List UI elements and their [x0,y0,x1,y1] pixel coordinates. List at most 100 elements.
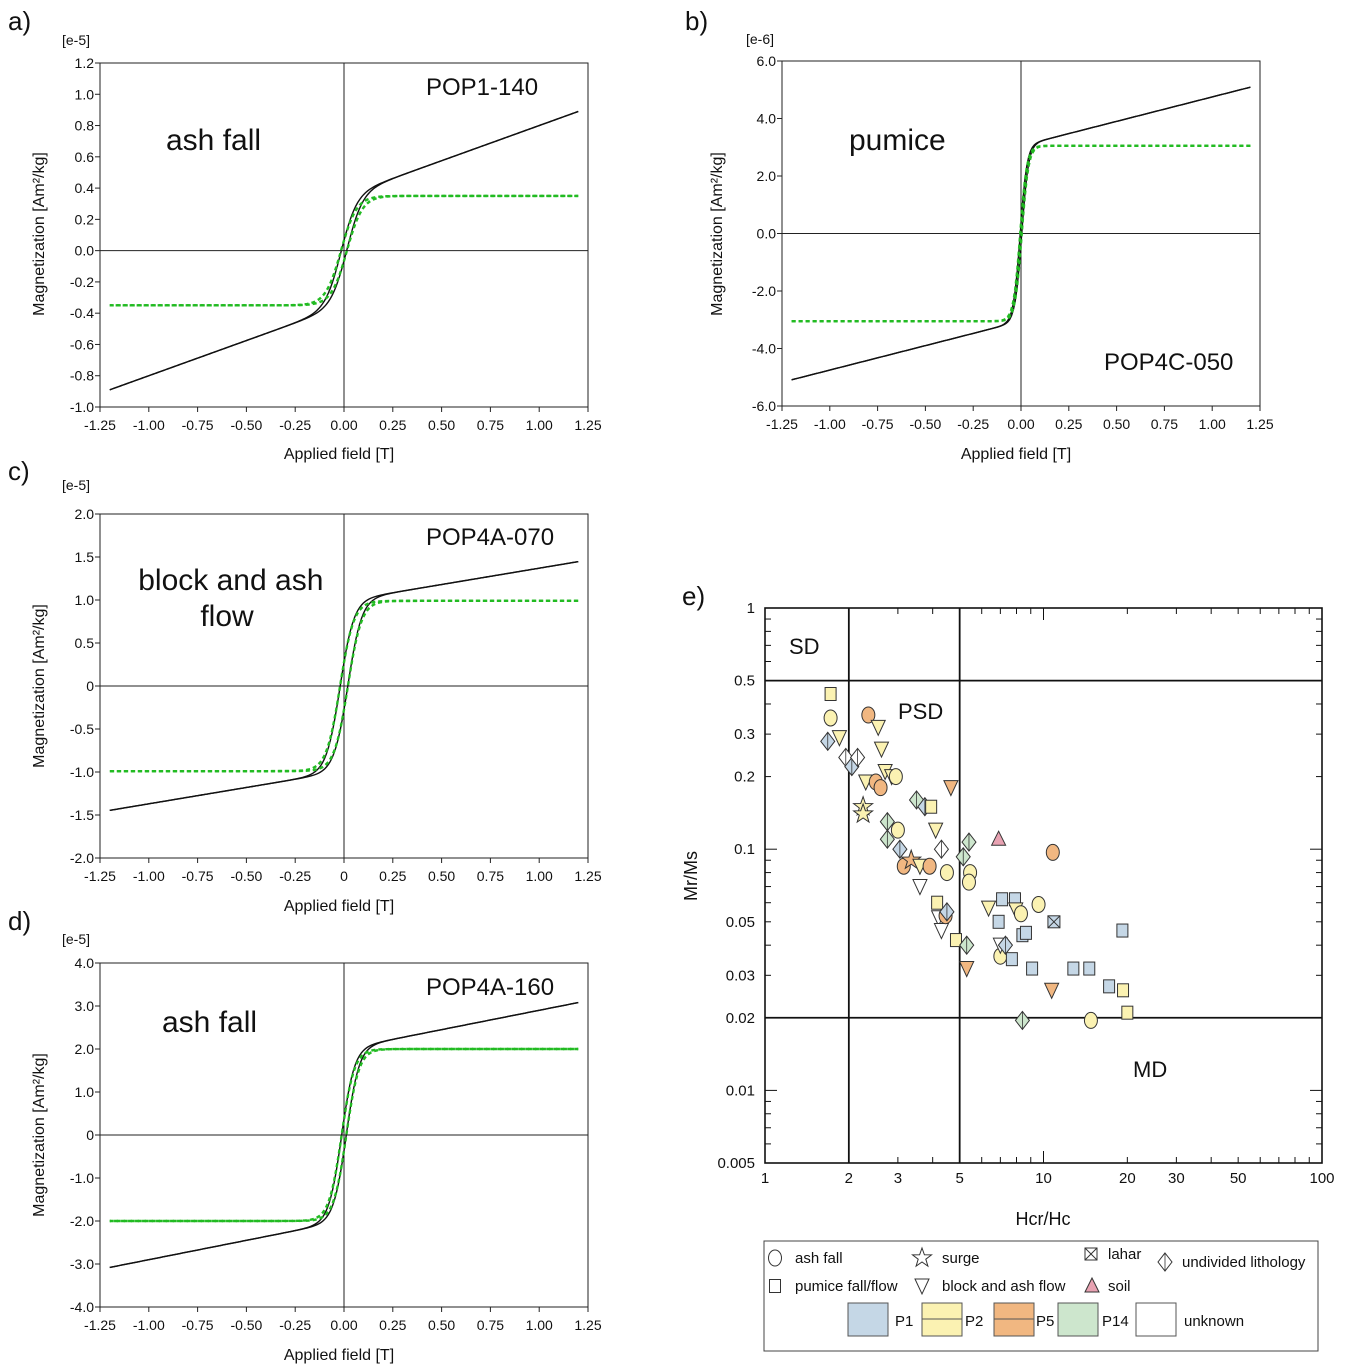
region-label-md: MD [1133,1057,1167,1082]
hysteresis-panel-b: b) [e-6] POP4C-050 pumice Applied field … [685,6,1274,463]
x-axis-label-e: Hcr/Hc [1016,1209,1071,1229]
lithology-annotation-a: ash fall [166,124,261,157]
y-tick-label: 0.03 [726,967,755,984]
y-axis-label-e: Mr/Ms [681,851,701,901]
x-tick-label: 0.75 [477,868,504,884]
x-tick-label: -0.50 [909,416,941,432]
multiplier-label-b: [e-6] [746,31,774,47]
data-point [823,709,838,727]
data-point [996,892,1009,907]
x-tick-label: 1.00 [526,868,553,884]
y-tick-label: 1.0 [75,86,95,102]
x-tick-label: 30 [1168,1170,1185,1187]
x-axis-label-c: Applied field [T] [284,898,394,915]
y-tick-label: 4.0 [75,955,95,971]
y-tick-label: 2.0 [75,1041,95,1057]
y-tick-label: 0.1 [734,841,755,858]
x-tick-label: -1.00 [133,868,165,884]
legend-symbol [914,1278,930,1296]
panel-label-d: d) [8,906,31,936]
x-tick-label: 1 [761,1170,769,1187]
x-tick-label: 0.25 [379,1317,406,1333]
data-point [1014,1010,1031,1031]
panel-label-e: e) [682,581,705,611]
data-point [959,935,975,955]
y-tick-label: -6.0 [752,398,776,414]
sample-label-a: POP1-140 [426,74,538,101]
multiplier-label-d: [e-5] [62,931,90,947]
y-axis-label-c: Magnetization [Am²/kg] [31,604,48,768]
data-point [990,830,1007,846]
y-tick-label: 1.2 [75,55,95,71]
x-tick-label: -1.25 [84,417,116,433]
data-point [1121,1005,1134,1020]
y-tick-label: 2.0 [757,168,777,184]
y-tick-label: 0.5 [75,635,95,651]
x-tick-label: -1.25 [84,868,116,884]
x-tick-label: -0.50 [230,417,262,433]
data-point [958,961,975,978]
x-tick-label: 1.25 [574,417,601,433]
legend-label: soil [1108,1278,1131,1295]
ferromagnetic-descending [109,194,579,307]
x-tick-label: 0.75 [1151,416,1178,432]
x-tick-label: 0.00 [330,1317,357,1333]
x-tick-label: 1.00 [526,417,553,433]
x-tick-label: -0.25 [957,416,989,432]
y-tick-label: 4.0 [757,111,777,127]
legend-group-label: P5 [1036,1313,1054,1330]
multiplier-label-c: [e-5] [62,477,90,493]
data-point [824,686,837,701]
data-point [861,706,876,724]
x-tick-label: 0.50 [1103,416,1130,432]
data-point [820,731,836,752]
data-point [879,829,895,850]
x-tick-label: -0.25 [279,417,311,433]
x-tick-label: 100 [1309,1170,1334,1187]
y-tick-label: -1.0 [70,764,94,780]
data-point [927,822,944,840]
legend-group-label: P1 [895,1313,913,1330]
x-tick-label: 0.50 [428,1317,455,1333]
data-point [1045,843,1060,861]
y-axis-label-a: Magnetization [Am²/kg] [31,152,48,316]
data-point [870,719,887,737]
y-tick-label: -2.0 [752,283,776,299]
x-tick-label: -0.50 [230,868,262,884]
data-point [1026,961,1039,976]
legend-group-label: P14 [1102,1313,1129,1330]
x-tick-label: -0.50 [230,1317,262,1333]
x-tick-label: 1.25 [574,868,601,884]
data-points [820,686,1134,1031]
data-point [1019,925,1032,940]
legend-label: surge [942,1250,980,1267]
y-tick-label: -1.0 [70,399,94,415]
y-tick-label: 0.0 [75,243,95,259]
x-tick-label: 1.00 [1199,416,1226,432]
legend-label: block and ash flow [942,1278,1066,1295]
data-point [892,839,908,860]
annotation-line-1: block and ash [138,564,323,597]
data-point [925,799,938,814]
x-tick-label: -1.00 [814,416,846,432]
data-point [922,857,937,875]
data-point [831,730,848,747]
legend-group-label: unknown [1184,1313,1244,1330]
y-tick-label: -0.5 [70,721,94,737]
data-point [955,846,971,867]
legend-symbol [1084,1247,1098,1261]
x-tick-label: -1.25 [766,416,798,432]
x-tick-label: 3 [894,1170,902,1187]
y-tick-label: -1.0 [70,1170,94,1186]
y-tick-label: 0.2 [75,211,95,227]
legend: ash fall surge lahar undivided lithology pum… [763,1240,1319,1352]
data-point [1103,979,1116,994]
hysteresis-panel-c: c) [e-5] POP4A-070 block and ash flow Ap… [8,456,602,915]
y-tick-label: 1.0 [75,592,95,608]
x-tick-label: 50 [1230,1170,1247,1187]
x-tick-label: 5 [955,1170,963,1187]
data-point [931,895,944,910]
legend-swatch [847,1302,889,1337]
total-magnetization-descending [109,1001,579,1269]
